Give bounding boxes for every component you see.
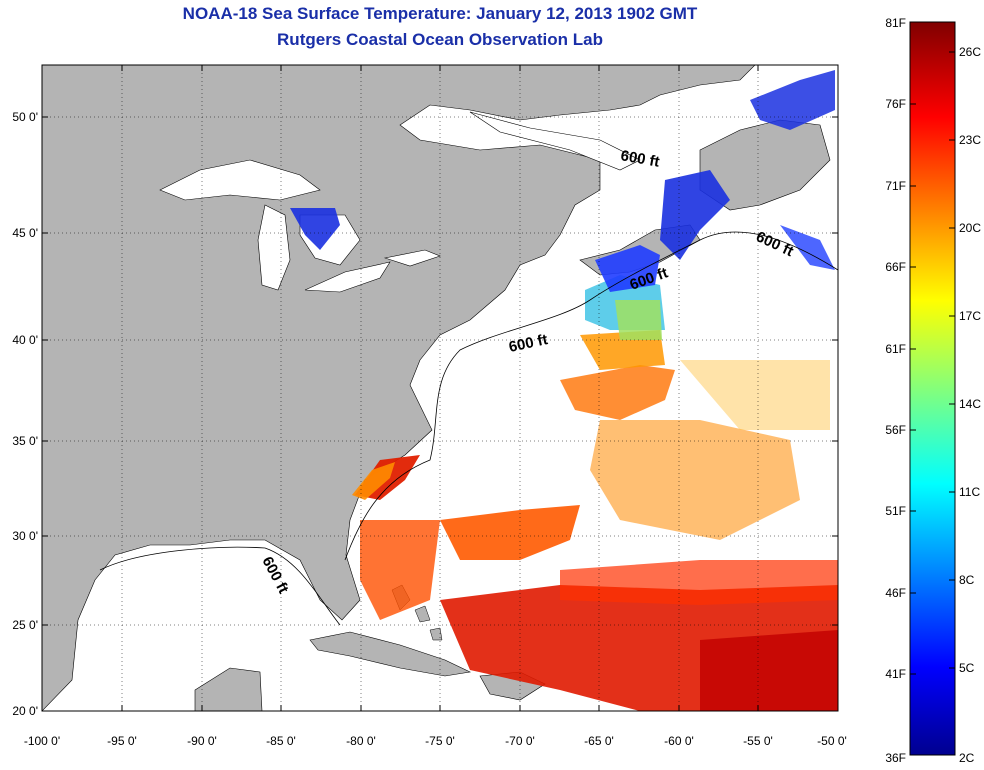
isobath-label-1: 600 ft: [619, 147, 661, 171]
lon-axis: -100 0' -95 0' -90 0' -85 0' -80 0' -75 …: [24, 65, 847, 748]
lon-label: -95 0': [107, 734, 137, 748]
cuba-land: [309, 631, 471, 677]
lon-label: -75 0': [425, 734, 455, 748]
lon-label: -90 0': [187, 734, 217, 748]
lake-erie: [304, 261, 391, 293]
colorbar-f-label: 61F: [885, 342, 906, 356]
lat-label: 35 0': [12, 434, 38, 448]
lat-axis: 50 0' 45 0' 40 0' 35 0' 30 0' 25 0' 20 0…: [12, 110, 838, 718]
colorbar-c-label: 17C: [959, 309, 981, 323]
graticule: [42, 65, 838, 711]
lat-label: 30 0': [12, 529, 38, 543]
colorbar-f-label: 41F: [885, 667, 906, 681]
lake-michigan: [257, 204, 291, 291]
sst-overlay: [290, 70, 838, 711]
lat-label: 25 0': [12, 618, 38, 632]
st-lawrence: [469, 111, 641, 171]
north-america-land: [42, 65, 756, 711]
lake-superior: [159, 159, 321, 201]
colorbar-f-label: 76F: [885, 97, 906, 111]
colorbar-f-label: 51F: [885, 504, 906, 518]
lon-label: -100 0': [24, 734, 60, 748]
colorbar-f-label: 66F: [885, 260, 906, 274]
lat-label: 45 0': [12, 226, 38, 240]
lat-label: 50 0': [12, 110, 38, 124]
lat-label: 40 0': [12, 333, 38, 347]
lon-label: -80 0': [346, 734, 376, 748]
colorbar-f-label: 36F: [885, 751, 906, 765]
colorbar-gradient: [909, 21, 956, 756]
colorbar-c-label: 8C: [959, 573, 975, 587]
colorbar-f-label: 81F: [885, 16, 906, 30]
colorbar-c-label: 11C: [959, 485, 980, 499]
colorbar-f-label: 71F: [885, 179, 906, 193]
isobath-600ft: [99, 231, 838, 626]
lon-label: -70 0': [505, 734, 535, 748]
lon-label: -60 0': [664, 734, 694, 748]
lake-ontario: [383, 249, 441, 267]
colorbar: 81F 76F 71F 66F 61F 56F 51F 46F 41F 36F …: [885, 16, 981, 765]
colorbar-c-label: 20C: [959, 221, 981, 235]
lon-label: -65 0': [584, 734, 614, 748]
lon-label: -50 0': [817, 734, 847, 748]
lon-label: -85 0': [266, 734, 296, 748]
colorbar-c-label: 26C: [959, 45, 981, 59]
map-subtitle: Rutgers Coastal Ocean Observation Lab: [277, 30, 603, 49]
yucatan-land: [194, 667, 263, 711]
lon-label: -55 0': [743, 734, 773, 748]
colorbar-c-label: 2C: [959, 751, 975, 765]
map-title: NOAA-18 Sea Surface Temperature: January…: [182, 4, 698, 23]
colorbar-c-label: 5C: [959, 661, 975, 675]
colorbar-f-label: 46F: [885, 586, 906, 600]
colorbar-c-label: 14C: [959, 397, 981, 411]
lat-label: 20 0': [12, 704, 38, 718]
colorbar-c-label: 23C: [959, 133, 981, 147]
colorbar-f-label: 56F: [885, 423, 906, 437]
